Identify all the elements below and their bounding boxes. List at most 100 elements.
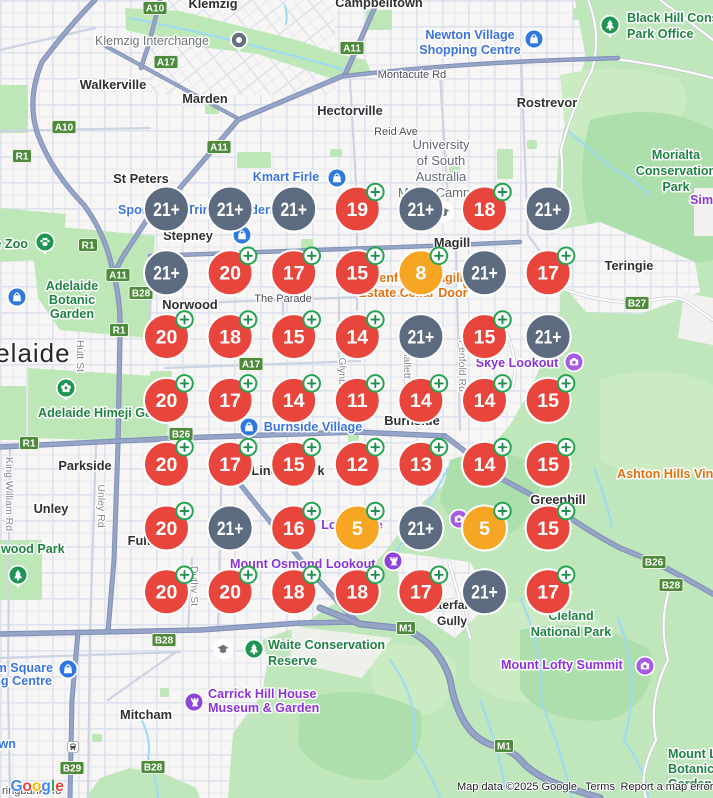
svg-text:18: 18 bbox=[346, 582, 368, 604]
svg-text:A11: A11 bbox=[210, 143, 228, 154]
svg-text:Klemzig Interchange: Klemzig Interchange bbox=[95, 34, 209, 48]
svg-text:o: o bbox=[32, 778, 41, 795]
svg-text:Australia: Australia bbox=[416, 169, 467, 184]
svg-text:12: 12 bbox=[346, 454, 368, 476]
svg-text:wood Park: wood Park bbox=[0, 542, 66, 556]
svg-text:St Peters: St Peters bbox=[113, 171, 168, 186]
svg-text:Gully: Gully bbox=[437, 614, 467, 628]
svg-text:21+: 21+ bbox=[153, 199, 180, 221]
svg-text:m Square: m Square bbox=[0, 661, 53, 675]
svg-text:Parkside: Parkside bbox=[58, 458, 111, 473]
svg-text:B28: B28 bbox=[155, 636, 174, 647]
svg-text:Sportsmed Trinity Gardens: Sportsmed Trinity Gardens bbox=[118, 203, 280, 217]
svg-text:14: 14 bbox=[474, 390, 496, 412]
svg-text:21+: 21+ bbox=[408, 326, 435, 348]
svg-text:15: 15 bbox=[283, 326, 305, 348]
svg-text:Ashton Hills Vineyard: Ashton Hills Vineyard bbox=[617, 467, 713, 481]
svg-text:Mount Lofty Summit: Mount Lofty Summit bbox=[501, 658, 624, 672]
svg-text:20: 20 bbox=[219, 582, 241, 604]
svg-text:20: 20 bbox=[156, 582, 178, 604]
svg-text:Mount Osmond Lookout: Mount Osmond Lookout bbox=[230, 557, 376, 571]
svg-text:Adelaide: Adelaide bbox=[0, 338, 71, 368]
svg-text:Carrick Hill House: Carrick Hill House bbox=[208, 687, 317, 701]
svg-text:5: 5 bbox=[352, 518, 363, 540]
svg-text:21+: 21+ bbox=[153, 263, 180, 285]
svg-text:14: 14 bbox=[283, 390, 305, 412]
svg-text:17: 17 bbox=[537, 263, 559, 285]
svg-text:B26: B26 bbox=[645, 558, 664, 569]
svg-text:Botanic: Botanic bbox=[668, 762, 713, 776]
svg-text:Morialta: Morialta bbox=[652, 148, 701, 162]
svg-text:17: 17 bbox=[410, 582, 432, 604]
svg-text:University: University bbox=[412, 137, 470, 152]
svg-text:Klemzig: Klemzig bbox=[188, 0, 237, 11]
svg-text:G: G bbox=[11, 778, 23, 795]
svg-text:21+: 21+ bbox=[471, 263, 498, 285]
svg-text:ng Centre: ng Centre bbox=[0, 674, 52, 688]
svg-text:B28: B28 bbox=[132, 289, 151, 300]
svg-text:M1: M1 bbox=[399, 624, 413, 635]
svg-text:17: 17 bbox=[537, 582, 559, 604]
svg-text:11: 11 bbox=[347, 390, 368, 412]
svg-text:King William Rd: King William Rd bbox=[3, 457, 15, 531]
svg-text:Unley: Unley bbox=[34, 501, 70, 516]
svg-text:Waite Conservation: Waite Conservation bbox=[268, 638, 385, 652]
svg-text:Shopping Centre: Shopping Centre bbox=[419, 43, 520, 57]
svg-text:Garden: Garden bbox=[668, 777, 712, 791]
svg-text:Terms: Terms bbox=[585, 781, 615, 793]
svg-text:Museum & Garden: Museum & Garden bbox=[208, 701, 319, 715]
svg-text:17: 17 bbox=[283, 263, 305, 285]
svg-text:21+: 21+ bbox=[471, 582, 498, 604]
svg-text:20: 20 bbox=[156, 518, 178, 540]
svg-text:The Parade: The Parade bbox=[254, 293, 311, 305]
svg-text:B26: B26 bbox=[172, 430, 191, 441]
svg-text:20: 20 bbox=[156, 454, 178, 476]
svg-text:Park Office: Park Office bbox=[627, 27, 694, 41]
svg-text:8: 8 bbox=[415, 263, 426, 285]
svg-text:20: 20 bbox=[156, 326, 178, 348]
svg-text:Report a map error: Report a map error bbox=[621, 781, 713, 793]
svg-text:Black Hill Cons: Black Hill Cons bbox=[627, 11, 713, 25]
svg-text:Stepney: Stepney bbox=[163, 228, 214, 243]
svg-text:B29: B29 bbox=[63, 764, 82, 775]
svg-text:18: 18 bbox=[219, 326, 241, 348]
svg-text:Burnside Village: Burnside Village bbox=[264, 420, 362, 434]
svg-text:Teringie: Teringie bbox=[605, 258, 654, 273]
svg-text:Botanic: Botanic bbox=[49, 293, 95, 307]
svg-text:20: 20 bbox=[156, 390, 178, 412]
svg-text:15: 15 bbox=[537, 518, 559, 540]
svg-text:20: 20 bbox=[219, 263, 241, 285]
svg-text:15: 15 bbox=[537, 390, 559, 412]
svg-text:18: 18 bbox=[283, 582, 305, 604]
svg-text:5: 5 bbox=[479, 518, 490, 540]
svg-text:A11: A11 bbox=[109, 271, 127, 282]
svg-text:15: 15 bbox=[346, 263, 368, 285]
svg-text:21+: 21+ bbox=[408, 199, 435, 221]
svg-text:Conservation: Conservation bbox=[636, 164, 713, 178]
svg-text:Mitcham: Mitcham bbox=[120, 707, 172, 722]
svg-text:14: 14 bbox=[474, 454, 496, 476]
svg-text:e: e bbox=[55, 778, 64, 795]
svg-text:Hutt St: Hutt St bbox=[74, 340, 86, 372]
svg-text:M1: M1 bbox=[497, 742, 511, 753]
svg-text:15: 15 bbox=[474, 326, 496, 348]
svg-text:B27: B27 bbox=[628, 299, 647, 310]
svg-text:13: 13 bbox=[410, 454, 432, 476]
svg-text:Unley Rd: Unley Rd bbox=[95, 484, 107, 527]
svg-text:15: 15 bbox=[537, 454, 559, 476]
svg-text:R1: R1 bbox=[23, 439, 36, 450]
svg-text:21+: 21+ bbox=[217, 199, 244, 221]
svg-text:Adelaide: Adelaide bbox=[46, 279, 99, 293]
svg-text:B28: B28 bbox=[662, 581, 681, 592]
svg-text:Magill: Magill bbox=[434, 235, 470, 250]
svg-text:15: 15 bbox=[283, 454, 305, 476]
svg-text:A17: A17 bbox=[157, 58, 176, 69]
svg-text:21+: 21+ bbox=[408, 518, 435, 540]
svg-text:R1: R1 bbox=[82, 241, 95, 252]
svg-text:Campbelltown: Campbelltown bbox=[335, 0, 423, 10]
svg-text:21+: 21+ bbox=[535, 199, 562, 221]
svg-text:l: l bbox=[51, 778, 55, 795]
svg-text:National Park: National Park bbox=[531, 625, 612, 639]
svg-text:Walkerville: Walkerville bbox=[80, 77, 146, 92]
svg-text:Penfold Rd: Penfold Rd bbox=[456, 340, 468, 392]
